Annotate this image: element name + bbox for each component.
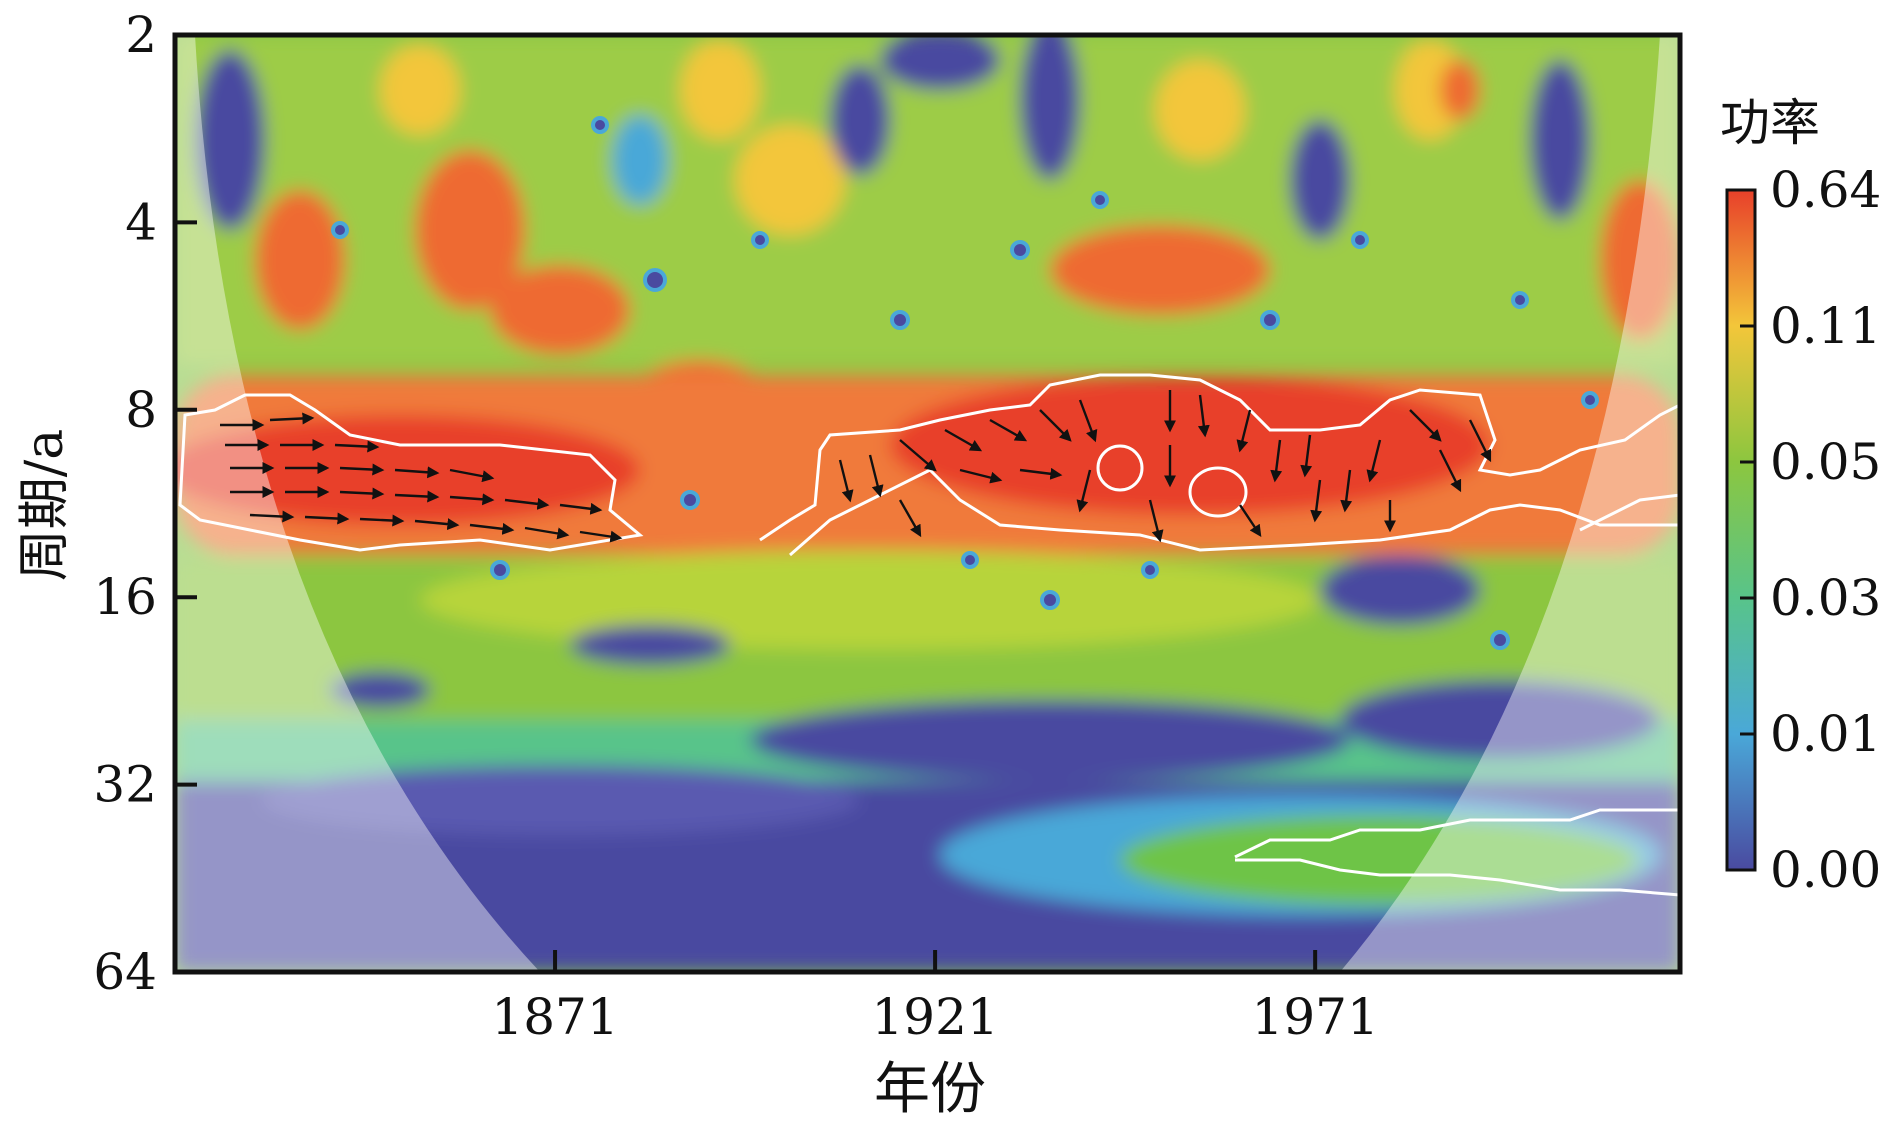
colorbar-tick-label: 0.03 xyxy=(1770,569,1881,627)
y-tick-label: 2 xyxy=(125,6,157,64)
y-axis-label: 周期/a xyxy=(15,429,75,582)
y-tick-label: 32 xyxy=(93,756,157,814)
colorbar-title: 功率 xyxy=(1720,94,1820,152)
y-tick-label: 16 xyxy=(93,568,157,626)
cone-of-influence xyxy=(175,35,1680,972)
colorbar-tick-label: 0.64 xyxy=(1770,161,1881,219)
colorbar: 功率 0.64 0.11 0.05 0.03 0.01 0.00 xyxy=(1720,94,1881,899)
x-tick-label: 1871 xyxy=(491,988,618,1046)
x-tick-label: 1921 xyxy=(871,988,998,1046)
plot-area xyxy=(175,35,1680,972)
colorbar-tick-label: 0.11 xyxy=(1770,297,1881,355)
colorbar-tick-label: 0.05 xyxy=(1770,433,1881,491)
x-axis-label: 年份 xyxy=(874,1057,986,1122)
y-tick-label: 4 xyxy=(125,193,157,251)
noise-dots xyxy=(331,116,1599,650)
y-tick-label: 64 xyxy=(93,943,157,1001)
x-axis: 1871 1921 1971 xyxy=(491,950,1379,1046)
y-tick-label: 8 xyxy=(125,381,157,439)
significance-contours xyxy=(178,373,1680,897)
plot-frame xyxy=(172,32,1683,975)
colorbar-tick-label: 0.00 xyxy=(1770,841,1881,899)
colorbar-ticks: 0.64 0.11 0.05 0.03 0.01 0.00 xyxy=(1740,161,1881,899)
y-axis: 2 4 8 16 32 64 xyxy=(93,6,197,1001)
colorbar-gradient xyxy=(1725,188,1757,872)
phase-arrows xyxy=(220,390,1492,543)
colorbar-tick-label: 0.01 xyxy=(1770,705,1881,763)
x-tick-label: 1971 xyxy=(1252,988,1379,1046)
